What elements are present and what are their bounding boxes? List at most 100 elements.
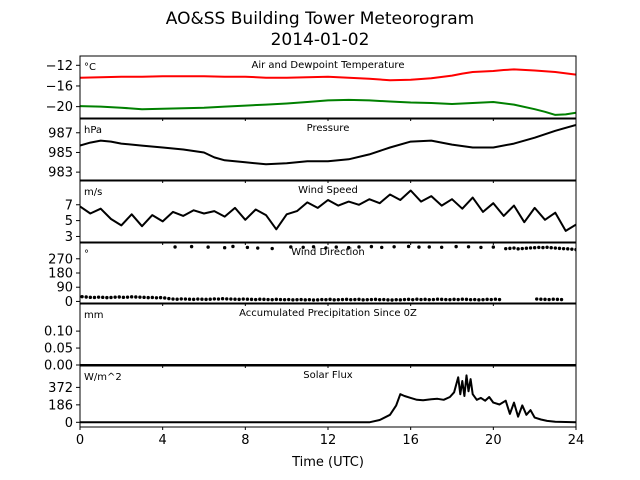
panel-title: Wind Speed [298, 185, 358, 196]
data-point [222, 246, 227, 250]
data-point [324, 246, 328, 250]
y-tick-label: 372 [48, 381, 73, 396]
data-point [353, 297, 357, 302]
data-point [369, 297, 374, 302]
data-point [520, 246, 524, 251]
data-point [448, 297, 452, 302]
data-point [532, 246, 537, 250]
panel-title: Wind Direction [291, 247, 365, 258]
data-point [549, 246, 553, 250]
data-point [398, 298, 403, 302]
data-point [382, 297, 386, 302]
data-point [216, 297, 221, 301]
data-point [117, 295, 121, 299]
data-point [253, 297, 258, 302]
data-point [225, 297, 229, 301]
data-point [369, 244, 374, 249]
data-point [158, 295, 163, 300]
panel-2: 987 985 983 hPa Pressure [48, 118, 577, 183]
y-tick-label: 5 [65, 214, 73, 229]
data-point [551, 297, 555, 301]
data-point [109, 295, 113, 300]
series-line-1 [80, 68, 576, 82]
data-point [473, 297, 477, 302]
y-tick-label: 180 [48, 267, 73, 282]
x-tick-label: 20 [485, 433, 502, 448]
data-point [394, 297, 398, 302]
data-point [439, 297, 444, 302]
panel-data [80, 189, 576, 232]
data-point [357, 297, 361, 302]
data-point [361, 298, 365, 302]
data-point [454, 244, 458, 249]
data-point [344, 297, 349, 302]
data-point [324, 297, 328, 302]
data-point [377, 297, 382, 302]
data-point [555, 297, 560, 302]
x-axis: 0 4 8 12 16 20 24 [76, 433, 584, 448]
data-point [320, 297, 324, 302]
data-point [460, 297, 465, 301]
data-point [245, 297, 250, 301]
data-point [535, 297, 539, 301]
data-point [427, 245, 431, 249]
panel-6: 372 186 0 W/m^2 Solar Flux [48, 365, 577, 431]
data-point [154, 296, 159, 300]
data-point [245, 245, 250, 250]
data-point [349, 297, 353, 302]
data-point [278, 297, 283, 302]
data-point [332, 298, 336, 302]
y-tick-label: 0.00 [44, 359, 73, 374]
data-point [417, 245, 421, 249]
data-point [311, 245, 316, 249]
data-point [365, 297, 369, 302]
data-point [183, 297, 188, 301]
data-point [220, 297, 225, 301]
data-point [497, 297, 502, 302]
data-point [134, 295, 138, 299]
data-point [212, 297, 217, 301]
data-point [150, 295, 155, 300]
panel-unit: °C [84, 62, 96, 73]
data-point [504, 246, 508, 251]
data-point [84, 295, 88, 299]
data-point [307, 297, 312, 302]
data-point [452, 297, 456, 302]
y-tick-label: 186 [48, 398, 73, 413]
data-point [491, 245, 496, 249]
data-point [241, 297, 245, 301]
y-tick-label: −16 [46, 79, 73, 94]
y-tick-label: 983 [48, 166, 73, 181]
data-point [537, 245, 541, 250]
data-point [231, 244, 235, 249]
x-axis-label: Time (UTC) [291, 455, 364, 470]
data-point [386, 298, 390, 302]
data-point [423, 297, 427, 302]
data-point [466, 245, 471, 249]
data-point [237, 297, 241, 302]
data-point [489, 297, 493, 302]
y-tick-label: 985 [48, 146, 73, 161]
data-point [516, 247, 520, 251]
data-point [301, 245, 305, 249]
data-point [262, 297, 266, 302]
x-tick-label: 12 [320, 433, 337, 448]
data-point [346, 245, 351, 250]
data-point [545, 245, 549, 249]
y-tick-label: 987 [48, 126, 73, 141]
data-point [291, 298, 295, 302]
data-point [334, 245, 338, 249]
data-point [559, 297, 564, 302]
data-point [357, 245, 361, 249]
data-point [406, 244, 411, 249]
panel-data [80, 244, 576, 302]
data-point [258, 297, 262, 301]
panel-data [80, 374, 576, 424]
panel-title: Pressure [307, 123, 350, 134]
data-point [274, 297, 279, 302]
panel-data [80, 68, 576, 116]
panel-data [80, 123, 576, 166]
data-point [415, 297, 419, 301]
